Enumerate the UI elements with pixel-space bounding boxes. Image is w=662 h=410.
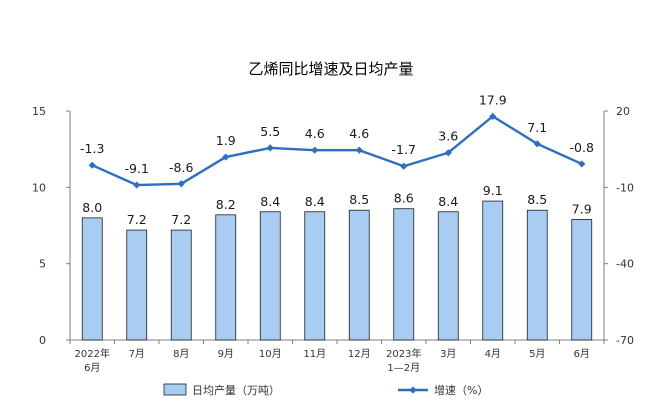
bar-data-label: 8.0 — [82, 200, 102, 215]
bar-data-label: 7.2 — [127, 212, 147, 227]
x-tick-label: 8月 — [173, 348, 189, 360]
axes: 0 5 10 15 -70 -40 -10 20 2022年 6月 7月 8月 9月 10月 11月 12月 2… — [32, 105, 634, 374]
line-data-label: -8.6 — [169, 160, 193, 175]
left-tick-label: 10 — [32, 181, 46, 194]
line-point — [578, 160, 586, 168]
bar-data-label: 8.5 — [527, 192, 547, 207]
line-data-label: -1.3 — [80, 141, 104, 156]
bar-data-label: 8.4 — [438, 194, 458, 209]
line-point — [400, 162, 408, 170]
bar — [348, 209, 370, 341]
bar-data-label: 9.1 — [483, 183, 503, 198]
right-tick-label: 20 — [616, 105, 630, 118]
bar — [437, 211, 459, 341]
x-tick-label: 2022年 — [75, 347, 110, 360]
x-tick-label: 7月 — [129, 348, 145, 360]
bar — [81, 217, 103, 341]
line-point — [311, 146, 319, 154]
line-data-label: 7.1 — [527, 120, 547, 135]
line-point — [177, 180, 185, 188]
line-data-label: -1.7 — [392, 142, 416, 157]
x-tick-label: 4月 — [485, 348, 501, 360]
line-data-label: 17.9 — [479, 92, 507, 107]
x-tick-label: 1—2月 — [387, 362, 420, 374]
line-point — [444, 149, 452, 157]
bar-data-label: 7.9 — [572, 201, 592, 216]
line-series: -1.3 -9.1 -8.6 1.9 5.5 4.6 4.6 -1.7 3.6 17.9 7.1 -0… — [80, 92, 594, 189]
line-point — [133, 181, 141, 189]
x-tick-label: 2023年 — [386, 347, 421, 360]
bar — [126, 229, 148, 341]
bar — [571, 218, 593, 341]
line-point — [88, 161, 96, 169]
bar — [526, 209, 548, 341]
bar — [482, 200, 504, 341]
line-path — [91, 114, 583, 187]
left-tick-label: 0 — [39, 334, 46, 347]
x-tick-label: 6月 — [574, 348, 590, 360]
line-data-label: 3.6 — [438, 129, 458, 144]
x-tick-label: 10月 — [259, 348, 282, 360]
bar — [259, 211, 281, 341]
right-tick-label: -40 — [616, 258, 634, 271]
bar — [215, 214, 237, 341]
line-data-label: 4.6 — [349, 126, 369, 141]
x-tick-label: 11月 — [303, 348, 326, 360]
legend-bar-swatch — [163, 383, 187, 396]
line-data-label: 4.6 — [305, 126, 325, 141]
x-tick-label: 9月 — [218, 348, 234, 360]
line-point — [222, 153, 230, 161]
bar-data-label: 8.4 — [260, 194, 280, 209]
line-data-label: -0.8 — [570, 140, 594, 155]
left-tick-label: 15 — [32, 105, 46, 118]
bar — [170, 229, 192, 341]
line-data-label: 1.9 — [216, 133, 236, 148]
x-tick-label: 6月 — [84, 362, 100, 374]
bar-data-label: 8.2 — [216, 197, 236, 212]
x-tick-label: 3月 — [440, 348, 456, 360]
bar — [393, 208, 415, 341]
bar-data-label: 8.4 — [305, 194, 325, 209]
line-point — [489, 112, 497, 120]
bar — [304, 211, 326, 341]
line-point — [355, 146, 363, 154]
bar-data-label: 8.5 — [349, 192, 369, 207]
x-tick-label: 5月 — [529, 348, 545, 360]
chart-title: 乙烯同比增速及日均产量 — [248, 60, 413, 78]
bar-series: 8.0 7.2 7.2 8.2 8.4 8.4 8.5 8.6 8.4 9.1 8.5 7.9 — [81, 183, 593, 341]
line-data-label: 5.5 — [260, 124, 280, 139]
line-point — [533, 140, 541, 148]
line-data-label: -9.1 — [125, 161, 149, 176]
right-tick-label: -10 — [616, 181, 634, 194]
left-tick-label: 5 — [39, 258, 46, 271]
line-point — [266, 144, 274, 152]
legend-line-label: 增速（%） — [434, 383, 488, 397]
right-tick-label: -70 — [616, 334, 634, 347]
x-tick-label: 12月 — [348, 348, 371, 360]
bar-data-label: 8.6 — [394, 191, 414, 206]
legend-line-marker — [409, 386, 417, 394]
legend-bar-label: 日均产量（万吨） — [192, 383, 280, 397]
legend: 日均产量（万吨） 增速（%） — [163, 383, 488, 397]
bar-data-label: 7.2 — [171, 212, 191, 227]
